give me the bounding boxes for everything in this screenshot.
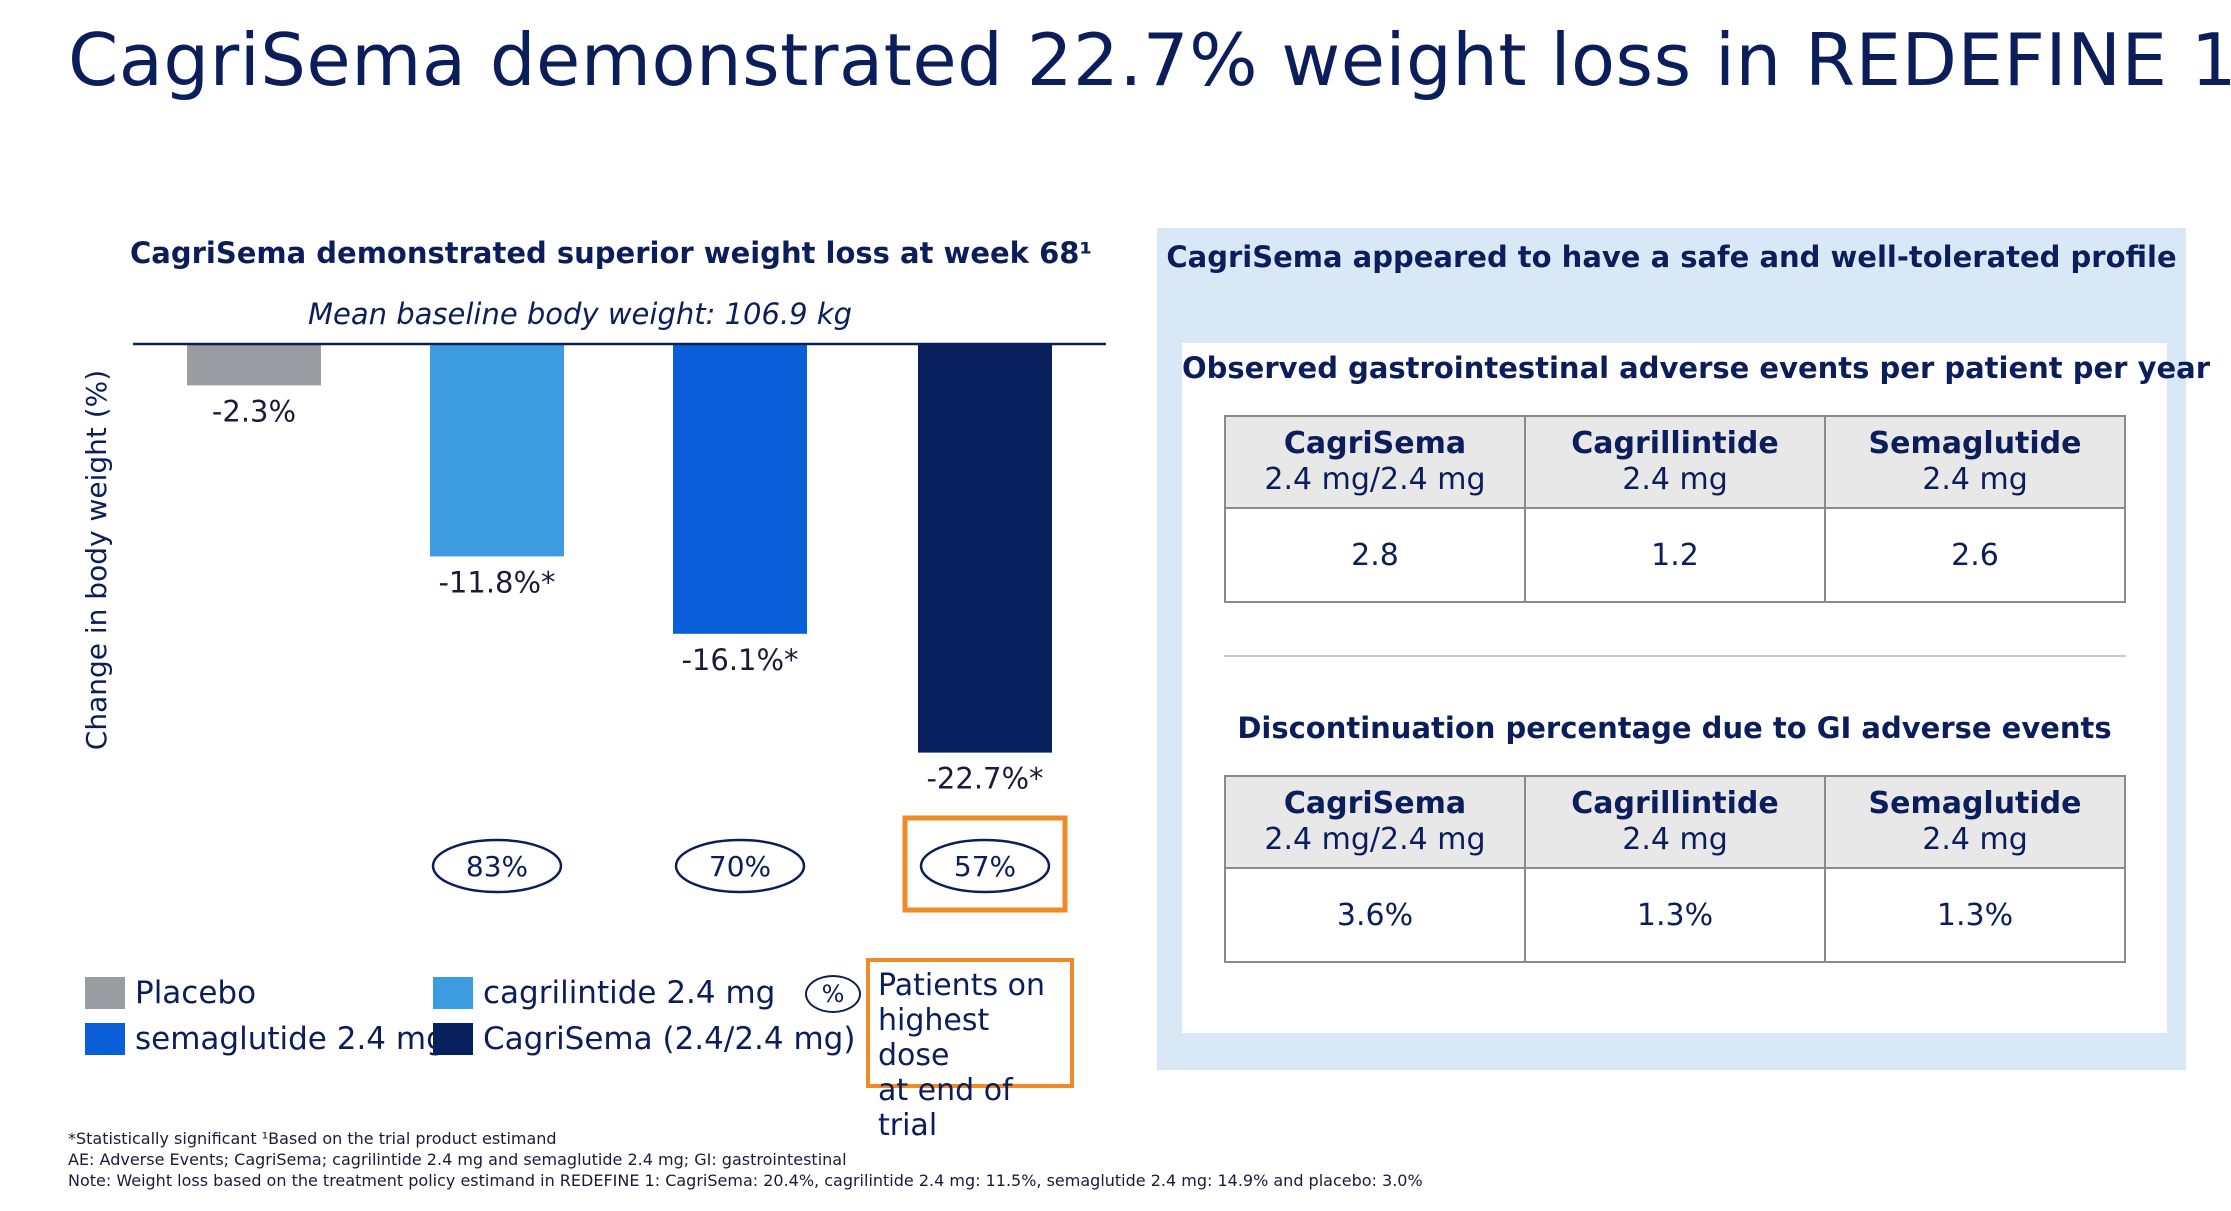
footnote-line-2: AE: Adverse Events; CagriSema; cagrilint…: [68, 1150, 847, 1169]
legend-highest-dose-line1: Patients on: [878, 968, 1045, 1003]
legend-label-semaglutide: semaglutide 2.4 mg: [135, 1021, 446, 1057]
highest-dose-oval-2: [674, 838, 806, 894]
column-drug: Cagrillintide: [1571, 426, 1779, 461]
table-header-row: CagriSema 2.4 mg/2.4 mg Cagrillintide 2.4 …: [1224, 775, 2126, 869]
chart-title: CagriSema demonstrated superior weight l…: [130, 236, 1093, 270]
highest-dose-label-2: 70%: [709, 850, 771, 883]
highest-dose-oval-3: [919, 838, 1051, 894]
highest-dose-label-3: 57%: [954, 850, 1016, 883]
legend-item-semaglutide: semaglutide 2.4 mg: [85, 1021, 446, 1057]
legend-swatch-cagrilintide: [433, 977, 473, 1009]
table-header-cell: Cagrillintide 2.4 mg: [1524, 775, 1826, 869]
table-header-cell: Cagrillintide 2.4 mg: [1524, 415, 1826, 509]
column-dose: 2.4 mg: [1922, 462, 2028, 497]
table-header-cell: Semaglutide 2.4 mg: [1824, 775, 2126, 869]
table-row: 2.8 1.2 2.6: [1224, 507, 2126, 603]
legend-highest-dose-line2: highest dose: [878, 1003, 990, 1073]
legend-label-cagrisema: CagriSema (2.4/2.4 mg): [483, 1021, 856, 1057]
safety-panel: CagriSema appeared to have a safe and we…: [1157, 228, 2211, 1070]
legend-label-cagrilintide: cagrilintide 2.4 mg: [483, 975, 776, 1011]
table-cell: 2.6: [1824, 507, 2126, 603]
legend-item-cagrilintide: cagrilintide 2.4 mg: [433, 975, 775, 1011]
chart-legend: Placebo cagrilintide 2.4 mg semaglutide …: [85, 965, 905, 1075]
gi-events-table-title: Observed gastrointestinal adverse events…: [1182, 351, 2211, 385]
table-cell: 3.6%: [1224, 867, 1526, 963]
footnote-line-3: Note: Weight loss based on the treatment…: [68, 1171, 1423, 1190]
legend-highest-dose-box: Patients on highest dose at end of trial: [866, 958, 1074, 1143]
highest-dose-label-1: 83%: [466, 850, 528, 883]
table-header-cell: Semaglutide 2.4 mg: [1824, 415, 2126, 509]
column-dose: 2.4 mg: [1922, 822, 2028, 857]
column-dose: 2.4 mg: [1622, 462, 1728, 497]
highest-dose-oval-1: [431, 838, 563, 894]
column-dose: 2.4 mg/2.4 mg: [1264, 822, 1486, 857]
legend-label-placebo: Placebo: [135, 975, 257, 1011]
table-cell: 1.2: [1524, 507, 1826, 603]
column-drug: CagriSema: [1283, 786, 1467, 821]
column-drug: Cagrillintide: [1571, 786, 1779, 821]
y-axis-label: Change in body weight (%): [80, 370, 113, 750]
footnotes: *Statistically significant ¹Based on the…: [68, 1128, 1423, 1191]
table-cell: 1.3%: [1524, 867, 1826, 963]
bar-2: [673, 344, 807, 634]
column-drug: CagriSema: [1283, 426, 1467, 461]
data-label-3: -22.7%*: [926, 762, 1043, 796]
table-divider: [1224, 655, 2126, 657]
legend-swatch-semaglutide: [85, 1023, 125, 1055]
column-dose: 2.4 mg: [1622, 822, 1728, 857]
weight-loss-bar-chart: Change in body weight (%) -2.3% -11.8%* 83%…: [80, 342, 1106, 913]
bar-0: [187, 344, 321, 386]
table-cell: 2.8: [1224, 507, 1526, 603]
table-header-cell: CagriSema 2.4 mg/2.4 mg: [1224, 415, 1526, 509]
table-header-row: CagriSema 2.4 mg/2.4 mg Cagrillintide 2.4 …: [1224, 415, 2126, 509]
gi-events-table: CagriSema 2.4 mg/2.4 mg Cagrillintide 2.4 …: [1224, 415, 2126, 603]
legend-highest-dose-line3: at end of trial: [878, 1073, 1013, 1143]
data-label-2: -16.1%*: [681, 643, 798, 677]
footnote-line-1: *Statistically significant ¹Based on the…: [68, 1129, 557, 1148]
legend-swatch-placebo: [85, 977, 125, 1009]
column-drug: Semaglutide: [1868, 426, 2082, 461]
legend-percent-oval: %: [805, 975, 861, 1013]
table-header-cell: CagriSema 2.4 mg/2.4 mg: [1224, 775, 1526, 869]
legend-item-cagrisema: CagriSema (2.4/2.4 mg): [433, 1021, 855, 1057]
discontinuation-table: CagriSema 2.4 mg/2.4 mg Cagrillintide 2.4 …: [1224, 775, 2126, 963]
table-row: 3.6% 1.3% 1.3%: [1224, 867, 2126, 963]
legend-item-placebo: Placebo: [85, 975, 256, 1011]
data-label-1: -11.8%*: [438, 565, 555, 599]
data-label-0: -2.3%: [212, 394, 296, 428]
chart-subtitle: Mean baseline body weight: 106.9 kg: [307, 297, 853, 331]
discontinuation-table-title: Discontinuation percentage due to GI adv…: [1237, 711, 2112, 745]
column-drug: Semaglutide: [1868, 786, 2082, 821]
table-cell: 1.3%: [1824, 867, 2126, 963]
legend-swatch-cagrisema: [433, 1023, 473, 1055]
page-title: CagriSema demonstrated 22.7% weight loss…: [68, 18, 2231, 102]
safety-panel-heading: CagriSema appeared to have a safe and we…: [1166, 240, 2177, 274]
column-dose: 2.4 mg/2.4 mg: [1264, 462, 1486, 497]
highlight-box-3: [902, 815, 1068, 913]
bar-3: [918, 344, 1052, 753]
safety-panel-content: Observed gastrointestinal adverse events…: [1182, 343, 2211, 1033]
bar-1: [430, 344, 564, 557]
